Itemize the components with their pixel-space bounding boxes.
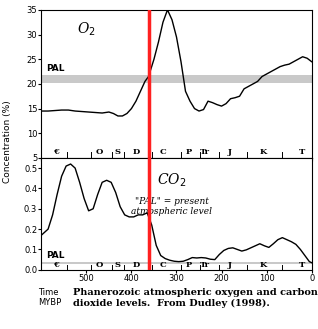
Text: CO$_2$: CO$_2$ xyxy=(157,172,187,189)
Text: K: K xyxy=(259,148,266,156)
Text: T: T xyxy=(299,261,305,269)
Text: D: D xyxy=(132,261,140,269)
Text: €: € xyxy=(54,261,60,269)
Text: O: O xyxy=(95,148,103,156)
Text: PAL: PAL xyxy=(46,251,64,260)
Text: O$_2$: O$_2$ xyxy=(77,21,96,38)
Text: C: C xyxy=(160,148,166,156)
Text: K: K xyxy=(259,261,266,269)
Text: S: S xyxy=(115,148,121,156)
Text: T: T xyxy=(299,148,305,156)
Text: D: D xyxy=(132,148,140,156)
Text: C: C xyxy=(160,261,166,269)
Text: Time
MYBP: Time MYBP xyxy=(38,288,61,307)
Text: P: P xyxy=(186,148,192,156)
Text: PAL: PAL xyxy=(46,64,64,73)
Text: Tr: Tr xyxy=(200,148,210,156)
Text: Concentration (%): Concentration (%) xyxy=(3,100,12,183)
Bar xyxy=(41,262,312,264)
Text: O: O xyxy=(95,261,103,269)
Text: P: P xyxy=(186,261,192,269)
Text: J: J xyxy=(227,261,231,269)
Text: €: € xyxy=(54,148,60,156)
Text: J: J xyxy=(227,148,231,156)
Text: Phanerozoic atmospheric oxygen and carbon
dioxide levels.  From Dudley (1998).: Phanerozoic atmospheric oxygen and carbo… xyxy=(73,288,318,308)
Bar xyxy=(41,75,312,83)
Text: S: S xyxy=(115,261,121,269)
Text: Tr: Tr xyxy=(200,261,210,269)
Text: "PAL" = present
atmospheric level: "PAL" = present atmospheric level xyxy=(131,196,212,216)
